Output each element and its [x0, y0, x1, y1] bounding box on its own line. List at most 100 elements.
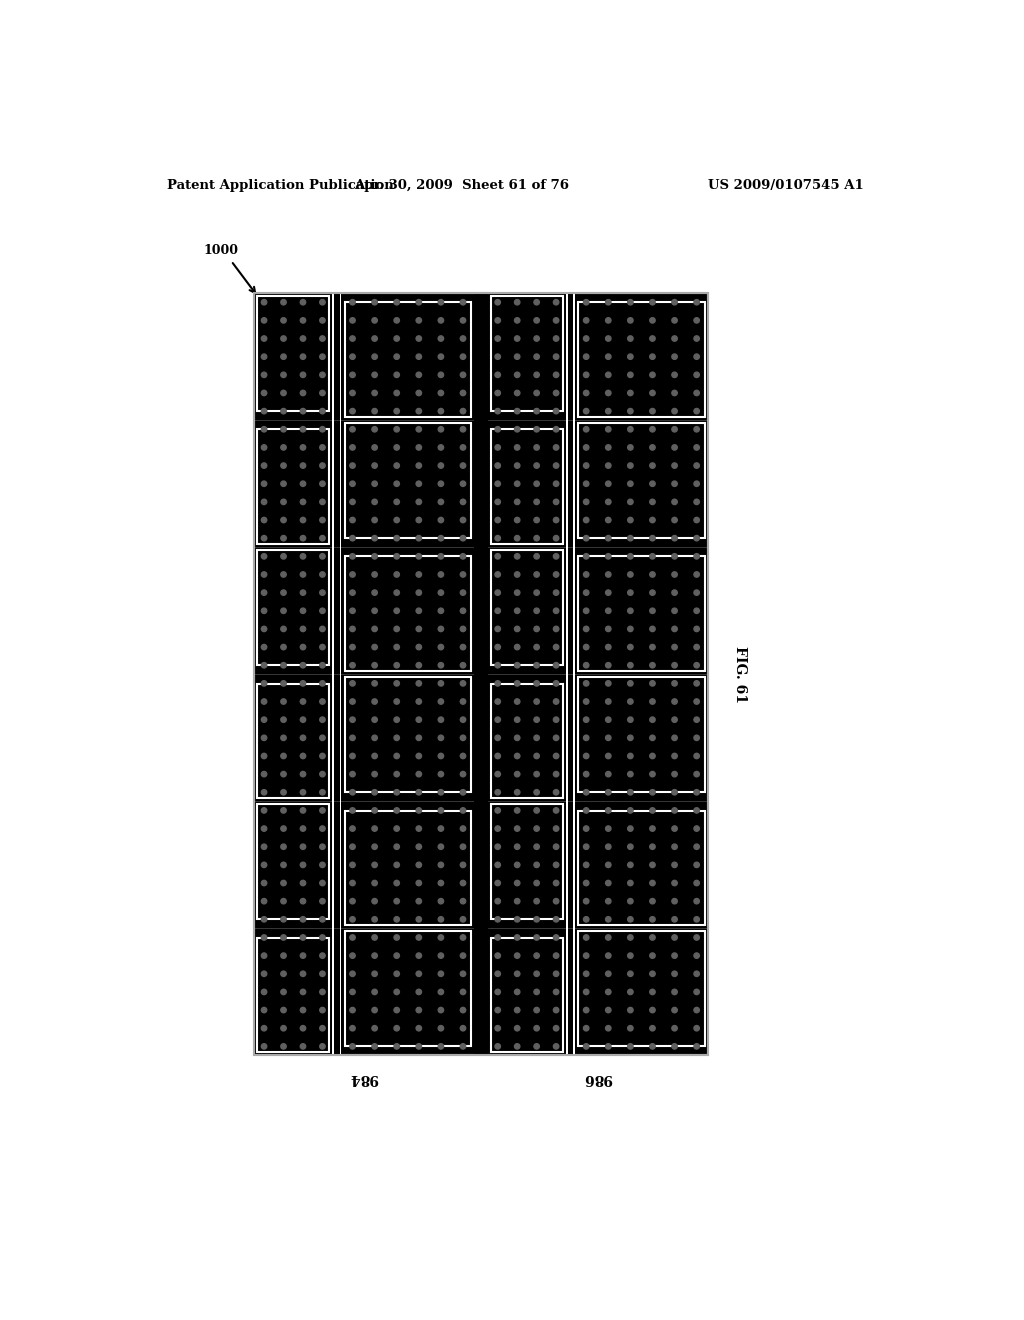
Circle shape	[672, 735, 677, 741]
Circle shape	[300, 989, 306, 995]
Circle shape	[605, 989, 611, 995]
Circle shape	[650, 372, 655, 378]
Circle shape	[650, 808, 655, 813]
Circle shape	[672, 862, 677, 867]
Circle shape	[460, 626, 466, 632]
Bar	[492, 684, 563, 799]
Circle shape	[605, 372, 611, 378]
Circle shape	[350, 480, 355, 487]
Circle shape	[553, 953, 559, 958]
Circle shape	[300, 499, 306, 504]
Circle shape	[495, 880, 501, 886]
Circle shape	[495, 771, 501, 776]
Circle shape	[350, 989, 355, 995]
Circle shape	[460, 590, 466, 595]
Circle shape	[281, 989, 287, 995]
Circle shape	[495, 300, 501, 305]
Circle shape	[350, 843, 355, 850]
Bar	[345, 677, 471, 792]
Circle shape	[694, 808, 699, 813]
Text: 986: 986	[584, 1071, 612, 1085]
Circle shape	[300, 1007, 306, 1012]
Circle shape	[261, 735, 267, 741]
Circle shape	[672, 826, 677, 832]
Circle shape	[281, 771, 287, 776]
Circle shape	[416, 354, 422, 359]
Circle shape	[534, 826, 540, 832]
Circle shape	[394, 354, 399, 359]
Circle shape	[416, 935, 422, 940]
Circle shape	[460, 754, 466, 759]
Circle shape	[394, 391, 399, 396]
Circle shape	[514, 480, 520, 487]
Circle shape	[650, 536, 655, 541]
Circle shape	[319, 335, 326, 342]
Circle shape	[460, 1007, 466, 1012]
Circle shape	[584, 972, 589, 977]
Circle shape	[605, 354, 611, 359]
Circle shape	[495, 735, 501, 741]
Circle shape	[281, 681, 287, 686]
Circle shape	[650, 426, 655, 432]
Circle shape	[438, 572, 443, 577]
Circle shape	[694, 335, 699, 342]
Circle shape	[300, 808, 306, 813]
Circle shape	[372, 880, 377, 886]
Circle shape	[553, 626, 559, 632]
Circle shape	[694, 553, 699, 560]
Circle shape	[438, 698, 443, 705]
Circle shape	[605, 717, 611, 722]
Circle shape	[650, 354, 655, 359]
Circle shape	[281, 572, 287, 577]
Circle shape	[514, 499, 520, 504]
Circle shape	[261, 445, 267, 450]
Circle shape	[281, 880, 287, 886]
Circle shape	[694, 862, 699, 867]
Circle shape	[495, 609, 501, 614]
Circle shape	[672, 626, 677, 632]
Circle shape	[628, 972, 633, 977]
Circle shape	[650, 862, 655, 867]
Circle shape	[350, 644, 355, 649]
Circle shape	[650, 463, 655, 469]
Circle shape	[628, 517, 633, 523]
Circle shape	[394, 300, 399, 305]
Circle shape	[672, 408, 677, 414]
Circle shape	[514, 989, 520, 995]
Circle shape	[372, 590, 377, 595]
Circle shape	[605, 590, 611, 595]
Circle shape	[372, 935, 377, 940]
Circle shape	[605, 644, 611, 649]
Circle shape	[350, 335, 355, 342]
Circle shape	[584, 480, 589, 487]
Circle shape	[694, 391, 699, 396]
Circle shape	[350, 499, 355, 504]
Circle shape	[514, 826, 520, 832]
Circle shape	[261, 300, 267, 305]
Circle shape	[605, 463, 611, 469]
Circle shape	[281, 480, 287, 487]
Circle shape	[495, 826, 501, 832]
Circle shape	[438, 735, 443, 741]
Circle shape	[300, 1026, 306, 1031]
Circle shape	[300, 771, 306, 776]
Circle shape	[650, 735, 655, 741]
Circle shape	[694, 953, 699, 958]
Circle shape	[495, 754, 501, 759]
Bar	[257, 684, 329, 799]
Circle shape	[281, 843, 287, 850]
Circle shape	[281, 536, 287, 541]
Circle shape	[300, 644, 306, 649]
Circle shape	[514, 335, 520, 342]
Circle shape	[372, 1044, 377, 1049]
Circle shape	[514, 463, 520, 469]
Circle shape	[534, 517, 540, 523]
Circle shape	[416, 391, 422, 396]
Bar	[254, 293, 708, 1056]
Circle shape	[394, 754, 399, 759]
Circle shape	[460, 935, 466, 940]
Circle shape	[584, 553, 589, 560]
Circle shape	[261, 916, 267, 921]
Circle shape	[416, 590, 422, 595]
Circle shape	[281, 644, 287, 649]
